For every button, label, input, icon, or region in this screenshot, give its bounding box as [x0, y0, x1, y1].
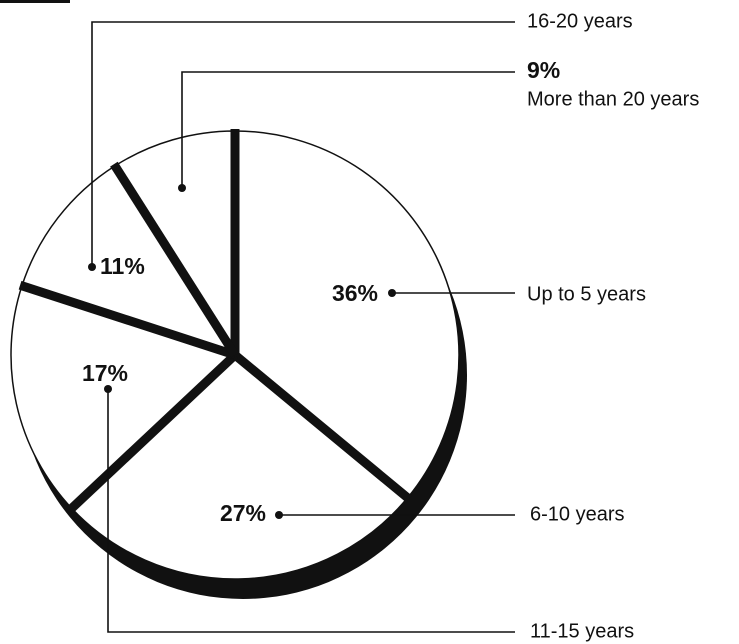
- category-label: 16-20 years: [527, 10, 633, 32]
- slice-separator: [232, 351, 413, 503]
- category-label: 11-15 years: [530, 620, 634, 642]
- pie-slice: [234, 130, 460, 499]
- value-label: 11%: [100, 253, 145, 279]
- leader-dot: [275, 511, 283, 519]
- slice-separator: [18, 280, 237, 360]
- leader-dot: [388, 289, 396, 297]
- category-label: More than 20 years: [527, 88, 699, 110]
- leader-dot: [178, 184, 186, 192]
- value-label: 9%: [527, 57, 560, 83]
- leader-line: [181, 71, 515, 188]
- leader-dot: [104, 385, 112, 393]
- leader-line: [91, 21, 515, 267]
- category-label: Up to 5 years: [527, 283, 646, 305]
- value-label: 17%: [82, 360, 128, 386]
- value-label: 27%: [220, 500, 266, 526]
- value-label: 36%: [332, 280, 378, 306]
- pie-slice: [21, 164, 237, 357]
- corner-rule: [0, 0, 70, 3]
- leader-line: [107, 389, 515, 633]
- category-label: 6-10 years: [530, 503, 625, 525]
- slice-separator: [110, 161, 239, 358]
- leader-dot: [88, 263, 96, 271]
- pie-slice: [113, 130, 236, 358]
- slice-separator: [67, 351, 239, 513]
